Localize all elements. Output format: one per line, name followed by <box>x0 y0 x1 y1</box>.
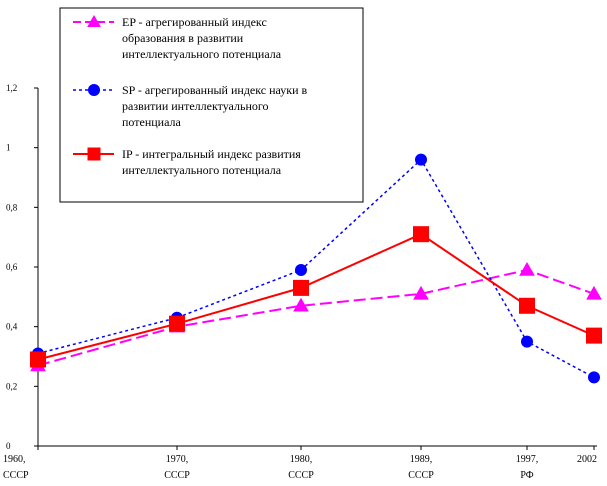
data-point-ip <box>169 315 185 332</box>
series-line-ep <box>37 268 595 367</box>
data-point-ip <box>413 226 429 243</box>
data-point-sp <box>588 371 600 384</box>
x-tick-label-region: СССР <box>164 470 190 481</box>
y-tick-label: 1,2 <box>6 83 17 93</box>
legend-entry-ip: IP - интегральный индекс развития интелле… <box>73 147 301 177</box>
legend-label: потенциала <box>122 115 182 129</box>
data-point-ep <box>413 285 429 300</box>
series-line-sp <box>37 158 595 379</box>
x-tick-label-year: 2002 <box>577 454 597 465</box>
data-point-sp <box>521 335 533 348</box>
data-point-ip <box>586 327 602 344</box>
legend-label: интеллектуального потенциала <box>122 163 282 177</box>
y-tick-label: 0,4 <box>6 322 18 332</box>
legend-marker <box>87 147 101 161</box>
x-tick-label-year: 1960, <box>3 454 26 465</box>
x-tick-label-region: СССР <box>408 470 434 481</box>
series-ip <box>30 226 602 368</box>
x-tick-label-region: СССР <box>3 470 29 481</box>
data-point-sp <box>415 153 427 166</box>
legend-label: EP - агрегированный индекс <box>122 15 267 29</box>
y-tick-label: 1 <box>6 143 11 153</box>
data-point-sp <box>295 263 307 276</box>
x-tick-label-region: РФ <box>520 470 533 481</box>
x-tick-label-year: 1997, <box>516 454 539 465</box>
y-tick-label: 0,2 <box>6 381 17 391</box>
legend-label: развитии интеллектуального <box>122 99 269 113</box>
legend-entry-ep: EP - агрегированный индекс образования в … <box>73 14 282 61</box>
legend-label: SP - агрегированный индекс науки в <box>122 83 308 97</box>
data-point-ip <box>293 279 309 296</box>
series-ep <box>30 261 602 372</box>
series-line-ip <box>37 233 595 361</box>
data-point-ip <box>30 351 46 368</box>
legend-box <box>59 7 364 203</box>
y-tick-label: 0,6 <box>6 262 18 272</box>
legend-label: образования в развитии <box>122 31 244 45</box>
legend-marker <box>88 84 100 96</box>
data-point-ep <box>293 297 309 312</box>
x-tick-label-year: 1989, <box>410 454 433 465</box>
legend: EP - агрегированный индекс образования в … <box>59 7 364 203</box>
y-axis-ticks: 0 0,2 0,4 0,6 0,8 1 1,2 <box>6 83 38 451</box>
x-tick-label-year: 1980, <box>290 454 313 465</box>
legend-entry-sp: SP - агрегированный индекс науки в развит… <box>73 83 308 129</box>
legend-label: интеллектуального потенциала <box>122 47 282 61</box>
data-point-ep <box>519 261 535 276</box>
x-tick-label-year: 1970, <box>166 454 189 465</box>
legend-label: IP - интегральный индекс развития <box>122 147 301 161</box>
y-tick-label: 0 <box>6 441 11 451</box>
legend-marker <box>87 14 101 27</box>
data-point-ep <box>586 285 602 300</box>
x-tick-label-region: СССР <box>288 470 314 481</box>
y-tick-label: 0,8 <box>6 202 18 212</box>
series-layer <box>30 153 602 384</box>
x-axis-ticks: 1960, СССР 1970, СССР 1980, СССР 1989, СССР 1997… <box>3 446 597 481</box>
data-point-ip <box>519 297 535 314</box>
